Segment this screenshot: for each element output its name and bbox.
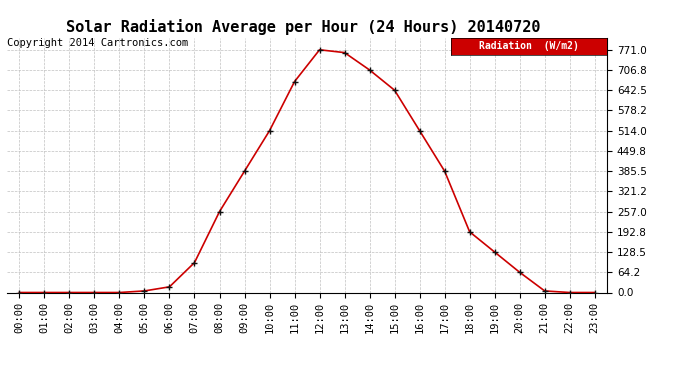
Text: Copyright 2014 Cartronics.com: Copyright 2014 Cartronics.com [7,38,188,48]
Text: Solar Radiation Average per Hour (24 Hours) 20140720: Solar Radiation Average per Hour (24 Hou… [66,19,541,35]
